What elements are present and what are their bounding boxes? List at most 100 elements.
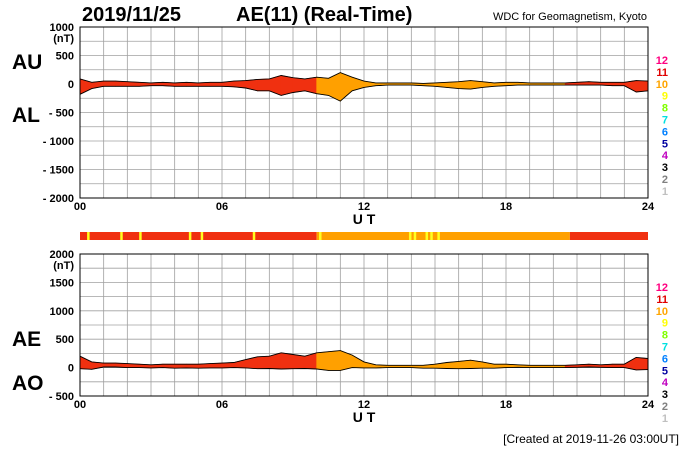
panel1-xtick-label: 12 [358,201,370,213]
panel1-ytick-label: - 500 [49,108,74,120]
panel2-frame [79,253,649,397]
station-strip-highlight [200,232,204,240]
ae-label: AE [12,328,42,351]
panel1-station-legend-label: 4 [662,150,669,162]
created-timestamp: [Created at 2019-11-26 03:00UT] [503,432,679,446]
panel2-station-legend-label: 9 [662,318,668,330]
station-strip-highlight [120,232,123,240]
panel1-series-al-line [79,84,649,102]
panel2-xtick-label: 12 [358,399,370,411]
station-strip-segment [569,232,648,240]
panel2-area-band [103,362,116,368]
station-strip-highlight [87,232,90,240]
panel1-ytick-label: - 2000 [43,193,74,205]
chart-date: 2019/11/25 [82,4,181,26]
station-strip-highlight [413,232,417,240]
panel1-station-legend-label: 8 [662,103,668,115]
panel1-xtick-label: 24 [642,201,655,213]
panel2-station-legend-label: 5 [662,365,668,377]
panel1-ytick-label: - 1000 [43,136,74,148]
panel1-area-band [79,78,93,95]
station-strip-highlight [425,232,429,240]
station-strip-highlight [437,232,440,240]
panel2-xtick-label: 18 [500,399,512,411]
station-strip-highlight [408,232,412,240]
panel2-ytick-label: 2000 [50,249,74,261]
panel2-area-band [363,361,377,369]
panel1-station-legend-label: 5 [662,138,668,150]
data-source: WDC for Geomagnetism, Kyoto [492,11,647,23]
panel1-station-legend-label: 9 [662,91,668,103]
panel2-station-legend-label: 10 [656,306,668,318]
panel2-area-band [257,355,270,370]
panel2-station-legend-label: 12 [656,282,668,294]
panel2-ytick-label: 1000 [50,306,74,318]
panel1-station-legend-label: 1 [662,186,668,198]
panel2-station-legend-label: 4 [662,377,669,389]
panel1-ytick-label: 0 [68,79,74,91]
panel2-xtick-label: 00 [74,399,86,411]
station-strip-highlight [188,232,192,240]
panel1-station-legend-label: 10 [656,79,668,91]
panel2-series-ao-line [79,366,649,371]
panel2-station-legend-label: 1 [662,413,668,425]
panel2-x-axis-label: U T [353,409,376,425]
panel2-series-ae-line [79,350,649,366]
panel1-station-legend-label: 6 [662,126,668,138]
panel1-station-legend-label: 2 [662,174,668,186]
panel2-area-band [79,355,93,370]
panel1-station-legend-label: 11 [656,67,668,79]
panel1-ytick-label: 500 [56,51,74,63]
panel1-area-band [209,81,223,87]
panel2-station-legend-label: 11 [656,294,668,306]
panel2-xtick-label: 06 [216,399,228,411]
station-strip-segment [80,232,317,240]
panel2-station-legend-label: 8 [662,330,668,342]
panel1-area-band [280,75,294,96]
panel2-ytick-label: 0 [68,363,74,375]
panel1-station-legend-label: 12 [656,55,668,67]
au-label: AU [12,51,43,74]
panel2-area-band [351,354,365,369]
panel1-x-axis-label: U T [353,211,376,227]
panel2-station-legend-label: 7 [662,342,668,354]
station-strip-segment [316,232,570,240]
station-strip-highlight [252,232,256,240]
panel2-station-legend-label: 6 [662,353,668,365]
panel1-area-band [328,72,341,102]
ao-label: AO [12,372,44,395]
panel2-area-band [328,350,341,371]
panel2-area-band [316,351,329,371]
panel1-ytick-label: 1000 [50,22,74,34]
station-strip-highlight [319,232,322,240]
panel2-area-band [612,363,625,368]
panel1-ytick-label: - 1500 [43,165,74,177]
panel1-area-band [635,80,649,93]
panel1-frame [79,26,649,199]
panel2-area-band [292,354,306,370]
panel1-station-legend-label: 3 [662,162,668,174]
panel1-area-band [316,76,329,96]
panel1-xtick-label: 00 [74,201,86,213]
station-strip-highlight [139,232,142,240]
panel1-area-band [257,78,270,92]
panel1-xtick-label: 06 [216,201,228,213]
panel1-area-band [292,77,306,93]
panel2-ytick-label: 1500 [50,277,74,289]
chart-title: AE(11) (Real-Time) [236,4,413,26]
panel2-y-unit: (nT) [53,260,74,272]
panel1-area-band [103,80,116,87]
panel1-y-unit: (nT) [53,33,74,45]
panel2-station-legend-label: 3 [662,389,668,401]
panel1-series-au-line [79,72,649,84]
panel1-area-band [612,81,625,87]
station-strip-highlight [430,232,433,240]
panel1-station-legend-label: 7 [662,115,668,127]
panel1-xtick-label: 18 [500,201,512,213]
panel2-xtick-label: 24 [642,399,655,411]
al-label: AL [12,104,40,127]
panel2-ytick-label: - 500 [49,391,74,403]
panel2-ytick-label: 500 [56,334,74,346]
panel2-area-band [280,352,294,370]
